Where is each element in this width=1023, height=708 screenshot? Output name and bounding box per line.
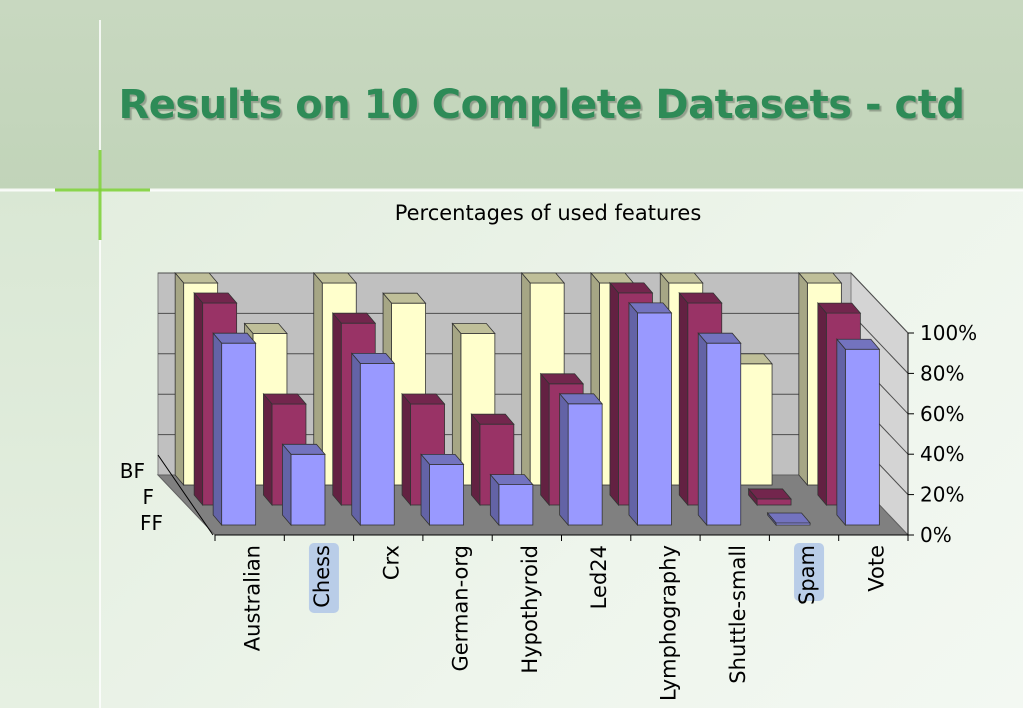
bar-side-face [193,291,204,507]
bar-front-face [221,342,257,526]
category-label-text: Lymphography [656,545,680,701]
bar-side-face [282,443,292,527]
category-highlight [794,543,825,601]
slide-title: Results on 10 Complete Datasets - ctd [118,82,965,128]
bar-side-face [540,372,550,507]
category-label-text: Vote [864,545,888,592]
category-label-text: Shuttle-small [726,545,750,684]
chart-depth-axis [157,454,214,536]
category-label-text: Spam [795,545,819,605]
category-label-text: Hypothyroid [518,545,542,674]
bar-side-face [174,271,185,487]
bar-FF-Shuttle-small [697,332,742,527]
bar-front-face [844,348,880,526]
bar-front-face [429,463,464,526]
bar-front-face [756,498,792,506]
chart-title: Percentages of used features [395,201,702,225]
bar-FF-Hypothyroid [489,473,534,527]
category-label-text: Australian [241,545,265,651]
bar-FF-Crx [350,352,396,527]
bar-FF-Led24 [558,392,604,527]
bar-side-face [817,302,827,507]
bar-side-face [697,332,708,527]
bar-side-face [351,352,361,527]
chart-gridline-side [850,272,909,334]
bar-side-face [470,413,481,507]
bar-side-face [748,487,758,507]
bar-side-face [678,291,689,507]
bar-side-face [836,338,846,527]
category-label-Crx: Crx [379,545,403,580]
chart-y-tick-label: 100% [920,321,977,345]
bar-front-face [567,403,603,526]
bar-FF-German-org [420,453,465,527]
bar-side-face [521,271,531,487]
category-label-German-org: German-org [449,545,473,672]
chart-y-tick-label: 60% [920,402,964,426]
chart-category-labels: Australian Chess Crx German-org Hypothyroid L… [241,543,888,701]
bar-FF-Vote [835,338,881,527]
bar-side-face [212,332,223,527]
bar-front-face [359,362,395,526]
bar-side-face [609,281,619,507]
bar-side-face [559,392,569,527]
bar-FF-Lymphography [628,301,673,527]
category-label-Lymphography: Lymphography [656,545,680,701]
bar-front-face [737,363,773,486]
category-label-Chess: Chess [308,543,339,613]
category-label-Spam: Spam [794,543,825,605]
category-highlight [308,543,339,613]
chart-y-tick-label: 20% [920,483,964,507]
bar-side-face [628,301,638,527]
bar-FF-Australian [212,332,257,527]
category-label-Led24: Led24 [587,545,611,609]
bar-side-face [798,271,808,487]
bar-side-face [401,392,411,507]
category-label-text: Led24 [587,545,611,609]
bar-F-Spam [747,487,792,507]
category-label-Australian: Australian [241,545,265,651]
bar-side-face [489,473,500,527]
series-label-FF: FF [140,511,163,535]
category-label-Vote: Vote [864,545,888,592]
bar-front-face [637,312,672,526]
category-label-text: Chess [310,545,334,608]
chart-y-ticks: 0% 20% 40% 60% 80% 100% [214,321,977,547]
chart-y-tick-label: 0% [920,523,952,547]
bar-side-face [263,392,273,507]
category-label-Hypothyroid: Hypothyroid [518,545,542,674]
series-label-BF: BF [120,459,145,483]
chart-bars [174,271,881,527]
category-label-text: Crx [379,545,403,580]
bar-front-face [706,342,742,526]
category-label-Shuttle-small: Shuttle-small [726,545,750,684]
category-label-text: German-org [449,545,473,672]
series-label-F: F [142,485,154,509]
bar-FF-Spam [766,511,811,527]
slide-header [0,0,1023,190]
bar-side-face [767,511,777,527]
bar-FF-Chess [281,443,326,527]
slide-side-band [0,190,100,708]
bar-side-face [332,312,342,507]
chart-y-tick-label: 80% [920,361,964,385]
chart-y-tick-label: 40% [920,442,964,466]
bar-front-face [498,484,534,526]
bar-front-face [290,453,326,526]
bar-side-face [420,453,430,527]
